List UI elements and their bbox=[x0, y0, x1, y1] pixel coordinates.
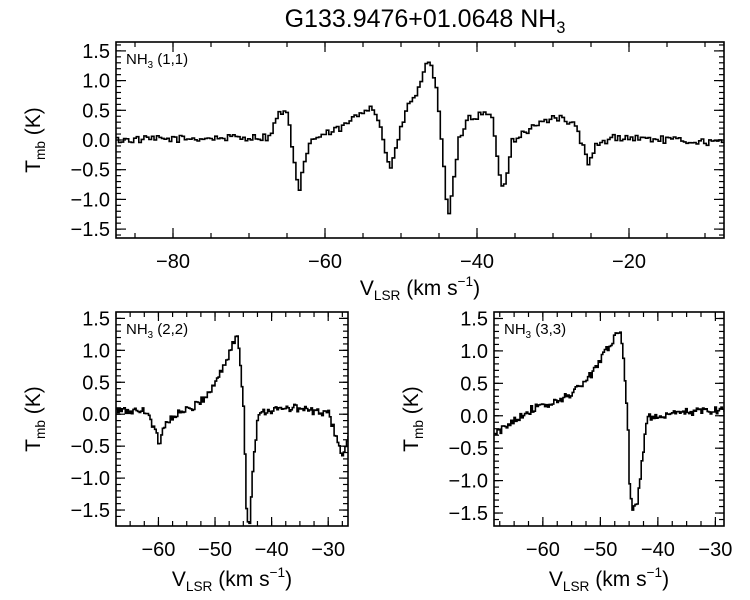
y-tick-label: 0.0 bbox=[460, 406, 488, 428]
spectrum-panels: −80 −60 −40 −20 1.5 1.0 0.5 0.0 −0.5 −1.0 −1.5 NH3 … bbox=[22, 41, 732, 594]
y-tick-label: 1.0 bbox=[82, 71, 110, 93]
y-tick-label: 0.5 bbox=[460, 373, 488, 395]
x-axis-label: VLSR (km s−1) bbox=[172, 565, 292, 594]
y-tick-label: 1.0 bbox=[460, 341, 488, 363]
x-tick-label: −40 bbox=[255, 539, 289, 561]
y-tick-label: −1.0 bbox=[71, 189, 110, 211]
spectrum-line bbox=[116, 61, 724, 215]
figure-title: G133.9476+01.0648 NH3 bbox=[285, 5, 566, 37]
x-tick-label: −30 bbox=[698, 539, 732, 561]
x-tick-label: −60 bbox=[141, 539, 175, 561]
panel-label: NH3 (2,2) bbox=[126, 321, 188, 341]
spectrum-line bbox=[116, 335, 348, 525]
y-tick-label: 1.5 bbox=[460, 308, 488, 330]
y-tick-label: −0.5 bbox=[449, 438, 488, 460]
x-tick-label: −50 bbox=[583, 539, 617, 561]
spectrum-panel-1: −80 −60 −40 −20 1.5 1.0 0.5 0.0 −0.5 −1.0 −1.5 NH3 … bbox=[22, 41, 725, 303]
plot-frame bbox=[115, 311, 349, 527]
y-tick-label: 1.5 bbox=[82, 41, 110, 63]
y-tick-label: 0.0 bbox=[82, 404, 110, 426]
x-tick-label: −40 bbox=[641, 539, 675, 561]
y-tick-label: 0.5 bbox=[82, 100, 110, 122]
y-tick-label: 1.0 bbox=[82, 340, 110, 362]
spectrum-panel-2: −60 −50 −40 −30 1.5 1.0 0.5 0.0 −0.5 −1.0 −1.5 NH3 … bbox=[22, 308, 349, 594]
y-tick-label: −1.5 bbox=[449, 503, 488, 525]
y-tick-label: 0.5 bbox=[82, 372, 110, 394]
y-axis-label: Tmb (K) bbox=[22, 107, 48, 173]
x-axis-label: VLSR (km s−1) bbox=[360, 274, 480, 303]
y-tick-label: −1.5 bbox=[71, 219, 110, 241]
spectrum-line bbox=[494, 331, 724, 511]
panel-label: NH3 (1,1) bbox=[126, 51, 188, 71]
y-tick-label: 0.0 bbox=[82, 130, 110, 152]
y-tick-label: −1.0 bbox=[71, 468, 110, 490]
y-tick-label: −0.5 bbox=[71, 436, 110, 458]
y-axis-label: Tmb (K) bbox=[400, 386, 426, 452]
x-axis-label: VLSR (km s−1) bbox=[549, 565, 669, 594]
y-tick-label: −1.0 bbox=[449, 471, 488, 493]
y-tick-label: 1.5 bbox=[82, 308, 110, 330]
x-tick-label: −80 bbox=[156, 251, 190, 273]
y-tick-label: −1.5 bbox=[71, 500, 110, 522]
x-tick-label: −20 bbox=[612, 251, 646, 273]
plot-frame bbox=[493, 311, 725, 527]
x-tick-label: −40 bbox=[460, 251, 494, 273]
x-tick-label: −60 bbox=[308, 251, 342, 273]
x-tick-label: −30 bbox=[311, 539, 345, 561]
x-tick-label: −60 bbox=[526, 539, 560, 561]
y-tick-label: −0.5 bbox=[71, 160, 110, 182]
panel-label: NH3 (3,3) bbox=[504, 321, 566, 341]
y-axis-label: Tmb (K) bbox=[22, 386, 48, 452]
x-tick-label: −50 bbox=[198, 539, 232, 561]
spectrum-panel-3: −60 −50 −40 −30 1.5 1.0 0.5 0.0 −0.5 −1.0 −1.5 NH3 … bbox=[400, 308, 732, 594]
